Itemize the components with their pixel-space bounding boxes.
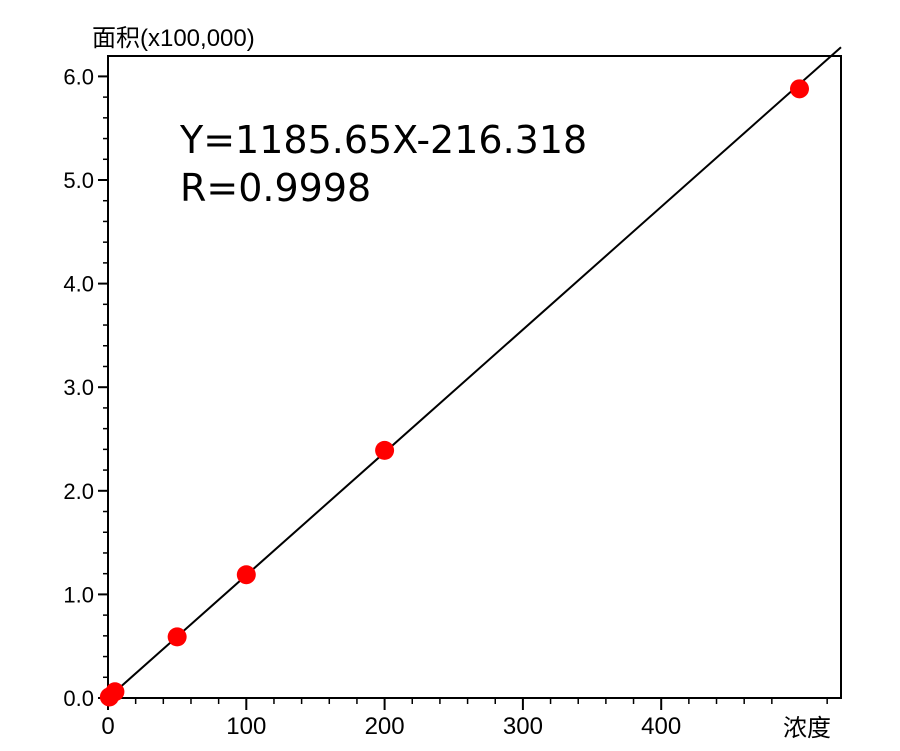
y-tick-label: 4.0 — [63, 272, 94, 297]
y-tick-label: 5.0 — [63, 168, 94, 193]
data-points — [99, 79, 809, 707]
x-tick-label: 300 — [503, 713, 543, 740]
x-tick-label: 100 — [226, 713, 266, 740]
minor-ticks — [103, 96, 828, 704]
y-tick-label: 0.0 — [63, 686, 94, 711]
plot-frame — [107, 55, 842, 699]
x-tick-labels: 0 100 200 300 400 — [101, 713, 681, 740]
data-point — [375, 440, 395, 460]
y-tick-label: 2.0 — [63, 479, 94, 504]
data-point — [236, 565, 256, 585]
x-axis-label: 浓度 — [783, 715, 831, 742]
x-tick-label: 400 — [641, 713, 681, 740]
x-tick-label: 0 — [101, 713, 114, 740]
fit-r-value: R=0.9998 — [180, 166, 371, 210]
data-point — [105, 682, 125, 702]
data-point — [167, 627, 187, 647]
y-tick-label: 3.0 — [63, 375, 94, 400]
fit-line — [107, 46, 842, 699]
y-axis-label: 面积(x100,000) — [92, 25, 255, 52]
data-point — [790, 79, 809, 99]
fit-equation: Y=1185.65X-216.318 — [179, 118, 587, 162]
y-tick-labels: 0.0 1.0 2.0 3.0 4.0 5.0 6.0 — [63, 64, 94, 711]
y-tick-label: 1.0 — [63, 582, 94, 607]
x-tick-label: 200 — [365, 713, 405, 740]
y-tick-label: 6.0 — [63, 64, 94, 89]
